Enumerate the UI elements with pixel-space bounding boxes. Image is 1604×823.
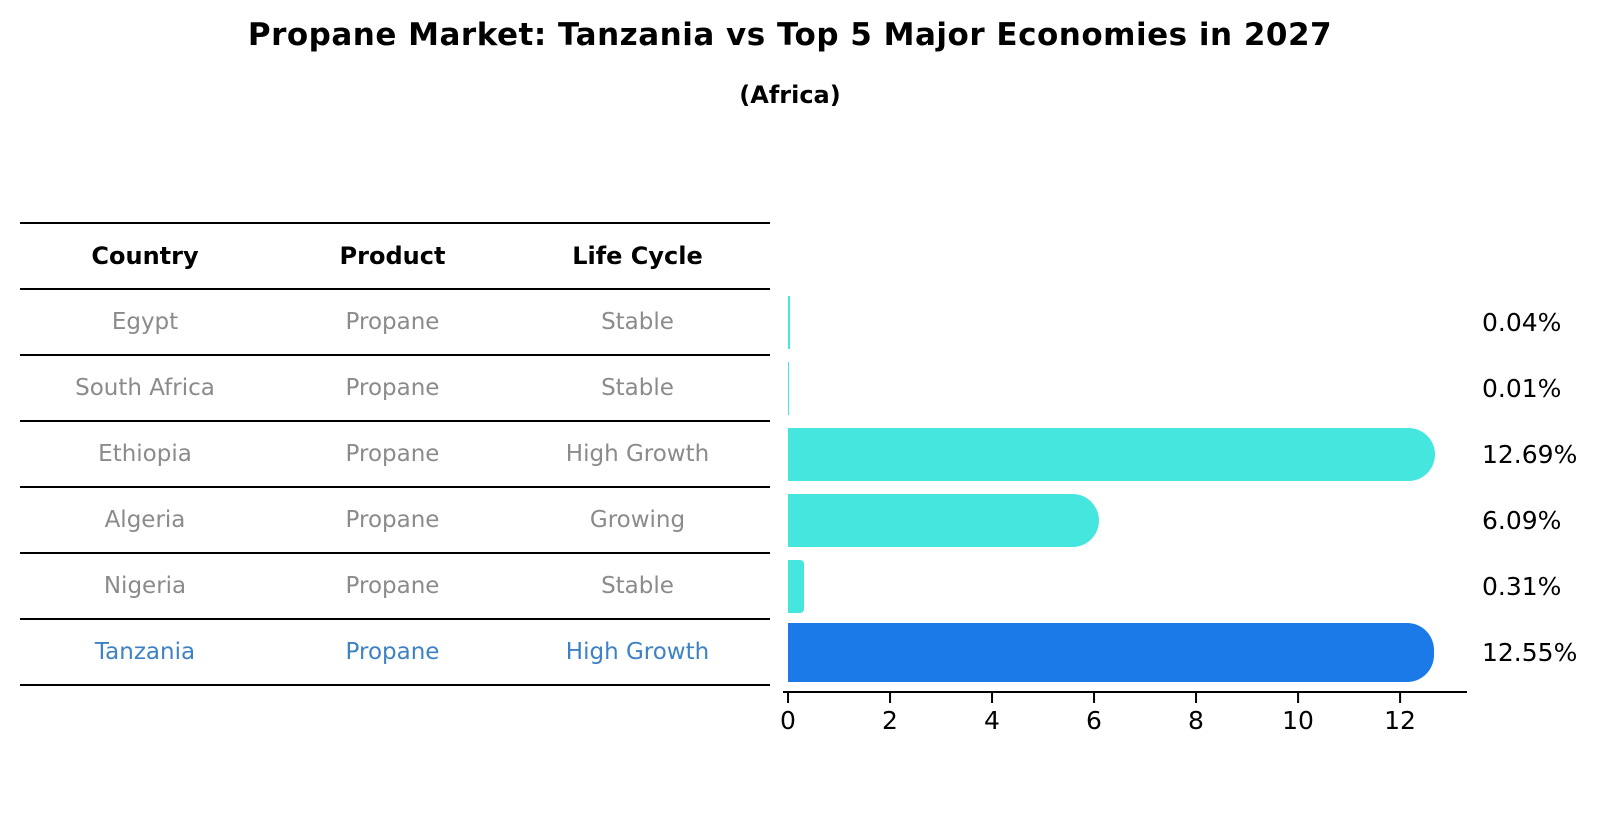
tick-label: 6	[1086, 706, 1102, 735]
cell-country: Egypt	[111, 309, 179, 335]
tick-label: 0	[780, 706, 796, 735]
value-label-egypt: 0.04%	[1482, 307, 1562, 337]
cell-product: Propane	[345, 507, 440, 533]
tick-mark	[991, 693, 993, 703]
bar-egypt	[788, 296, 790, 349]
column-header-country: Country	[91, 242, 199, 270]
chart-subtitle: (Africa)	[739, 81, 841, 109]
x-tick-10: 10	[1282, 693, 1314, 735]
cell-product: Propane	[345, 639, 440, 665]
x-axis-line	[783, 691, 1467, 693]
tick-mark	[1093, 693, 1095, 703]
table-row-algeria: Algeria Propane Growing	[20, 488, 770, 554]
tick-mark	[787, 693, 789, 703]
cell-life-cycle: Stable	[601, 375, 674, 401]
value-label-algeria: 6.09%	[1482, 505, 1562, 535]
bar-algeria	[788, 494, 1099, 547]
cell-country: Algeria	[104, 507, 186, 533]
tick-label: 10	[1282, 706, 1314, 735]
tick-mark	[1297, 693, 1299, 703]
cell-country: Tanzania	[94, 639, 196, 665]
tick-label: 12	[1384, 706, 1416, 735]
chart-title: Propane Market: Tanzania vs Top 5 Major …	[247, 17, 1333, 53]
cell-life-cycle: High Growth	[565, 639, 710, 665]
x-tick-6: 6	[1086, 693, 1102, 735]
tick-label: 4	[984, 706, 1000, 735]
table-row-ethiopia: Ethiopia Propane High Growth	[20, 422, 770, 488]
x-tick-12: 12	[1384, 693, 1416, 735]
cell-life-cycle: Growing	[589, 507, 686, 533]
cell-product: Propane	[345, 309, 440, 335]
x-tick-8: 8	[1188, 693, 1204, 735]
tick-mark	[889, 693, 891, 703]
x-tick-0: 0	[780, 693, 796, 735]
cell-life-cycle: Stable	[601, 573, 674, 599]
tick-label: 8	[1188, 706, 1204, 735]
cell-country: South Africa	[75, 375, 215, 401]
country-table: Country Product Life Cycle Egypt Propane…	[20, 222, 770, 686]
value-label-nigeria: 0.31%	[1482, 571, 1562, 601]
x-tick-2: 2	[882, 693, 898, 735]
bar-south-africa	[788, 362, 789, 415]
column-header-product: Product	[339, 242, 446, 270]
tick-mark	[1195, 693, 1197, 703]
table-row-south-africa: South Africa Propane Stable	[20, 356, 770, 422]
tick-label: 2	[882, 706, 898, 735]
bar-nigeria	[788, 560, 804, 613]
bar-tanzania-highlighted	[788, 623, 1434, 682]
cell-life-cycle: High Growth	[565, 441, 710, 467]
cell-product: Propane	[345, 441, 440, 467]
value-label-ethiopia: 12.69%	[1482, 439, 1578, 469]
cell-product: Propane	[345, 375, 440, 401]
tick-mark	[1399, 693, 1401, 703]
table-row-tanzania: Tanzania Propane High Growth	[20, 620, 770, 686]
value-label-south-africa: 0.01%	[1482, 373, 1562, 403]
bar-ethiopia	[788, 428, 1435, 481]
cell-country: Ethiopia	[98, 441, 192, 467]
table-row-egypt: Egypt Propane Stable	[20, 290, 770, 356]
cell-product: Propane	[345, 573, 440, 599]
table-row-nigeria: Nigeria Propane Stable	[20, 554, 770, 620]
value-label-tanzania: 12.55%	[1482, 637, 1578, 667]
cell-life-cycle: Stable	[601, 309, 674, 335]
x-tick-4: 4	[984, 693, 1000, 735]
column-header-life-cycle: Life Cycle	[572, 242, 703, 270]
cell-country: Nigeria	[103, 573, 187, 599]
table-header-row: Country Product Life Cycle	[20, 224, 770, 290]
